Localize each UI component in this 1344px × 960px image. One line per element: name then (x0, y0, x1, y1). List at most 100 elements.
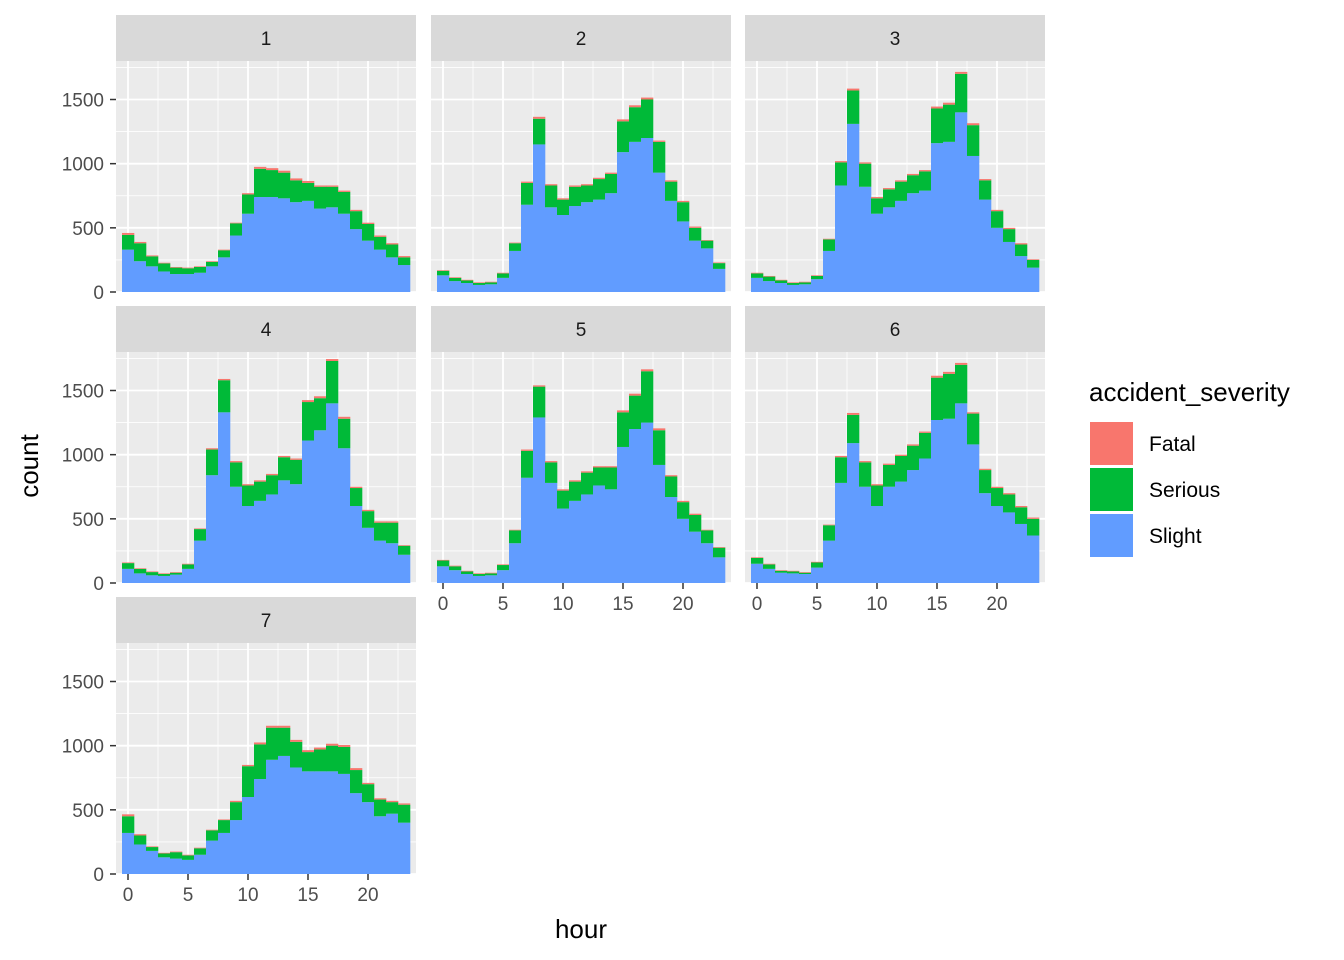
bar-serious (461, 280, 474, 284)
bar-fatal (763, 275, 776, 277)
bar-serious (581, 472, 594, 495)
bar-fatal (701, 529, 714, 531)
bar-slight (533, 417, 546, 583)
bar-serious (991, 488, 1004, 506)
bar-serious (967, 125, 980, 156)
bar-slight (302, 440, 315, 583)
bar-slight (593, 485, 606, 583)
bar-serious (883, 189, 896, 208)
bar-slight (449, 570, 462, 583)
bar-serious (218, 250, 231, 258)
bar-fatal (497, 272, 510, 274)
bar-slight (449, 281, 462, 292)
bar-fatal (1027, 259, 1040, 260)
bar-serious (835, 457, 848, 483)
bar-serious (641, 99, 654, 138)
bar-fatal (593, 177, 606, 180)
bar-slight (326, 771, 339, 874)
bar-slight (473, 575, 486, 583)
bar-serious (871, 198, 884, 214)
bar-slight (883, 207, 896, 292)
bar-fatal (641, 369, 654, 372)
facet-panel-5: 5 0 5 10 15 20 (431, 306, 731, 615)
bar-fatal (835, 455, 848, 458)
bar-fatal (955, 362, 968, 365)
bar-serious (350, 488, 363, 506)
bar-serious (362, 784, 375, 803)
bar-slight (775, 283, 788, 292)
bar-fatal (701, 240, 714, 241)
bar-fatal (497, 564, 510, 566)
bar-slight (689, 240, 702, 292)
bar-slight (1027, 535, 1040, 583)
bar-fatal (338, 190, 351, 192)
x-tick-label: 0 (123, 885, 134, 906)
bar-fatal (158, 852, 171, 854)
legend: accident_severity Fatal Serious Slight (1088, 377, 1290, 559)
bar-serious (955, 364, 968, 404)
bar-slight (641, 138, 654, 292)
bar-slight (350, 229, 363, 292)
facet-strip (745, 306, 1045, 352)
bar-slight (677, 221, 690, 292)
bar-serious (449, 277, 462, 282)
bar-slight (326, 403, 339, 583)
bar-fatal (823, 524, 836, 526)
bar-fatal (919, 431, 932, 433)
bar-fatal (557, 489, 570, 491)
bar-serious (386, 244, 399, 258)
bar-slight (386, 813, 399, 874)
bar-slight (931, 143, 944, 292)
bar-fatal (883, 188, 896, 190)
bar-slight (931, 420, 944, 583)
bar-serious (907, 175, 920, 194)
bar-slight (509, 543, 522, 583)
bar-fatal (787, 570, 800, 572)
bar-serious (242, 485, 255, 506)
bar-fatal (605, 172, 618, 174)
bar-slight (799, 574, 812, 583)
bar-slight (206, 475, 219, 583)
bar-slight (314, 430, 327, 583)
bar-fatal (398, 803, 411, 805)
bar-fatal (206, 829, 219, 831)
bar-serious (943, 373, 956, 419)
bar-fatal (979, 179, 992, 181)
bar-slight (230, 486, 243, 583)
bar-serious (895, 181, 908, 201)
facet-strip (431, 15, 731, 61)
bar-fatal (134, 568, 147, 569)
bar-fatal (266, 725, 279, 728)
bar-fatal (449, 565, 462, 567)
bar-serious (314, 749, 327, 772)
bar-fatal (374, 235, 387, 237)
bar-slight (290, 484, 303, 583)
bar-fatal (302, 400, 315, 403)
bar-fatal (362, 509, 375, 512)
bar-fatal (122, 232, 135, 235)
bar-slight (533, 144, 546, 292)
bar-serious (1027, 518, 1040, 536)
bar-fatal (242, 764, 255, 767)
bar-slight (194, 272, 207, 292)
bar-serious (823, 525, 836, 541)
bar-serious (266, 475, 279, 495)
bar-fatal (665, 180, 678, 182)
bar-serious (242, 766, 255, 797)
bar-serious (979, 470, 992, 494)
bar-serious (278, 172, 291, 199)
bar-fatal (533, 385, 546, 387)
x-tick-label: 20 (986, 594, 1007, 615)
x-tick-label: 15 (297, 885, 318, 906)
bar-fatal (871, 484, 884, 486)
bar-fatal (871, 197, 884, 199)
x-tick-label: 5 (183, 885, 194, 906)
bar-serious (811, 275, 824, 280)
bar-fatal (437, 559, 450, 561)
bar-slight (338, 213, 351, 292)
bar-slight (521, 477, 534, 583)
bar-slight (302, 200, 315, 292)
bar-slight (218, 257, 231, 292)
bar-slight (485, 575, 498, 583)
bar-serious (1027, 259, 1040, 268)
